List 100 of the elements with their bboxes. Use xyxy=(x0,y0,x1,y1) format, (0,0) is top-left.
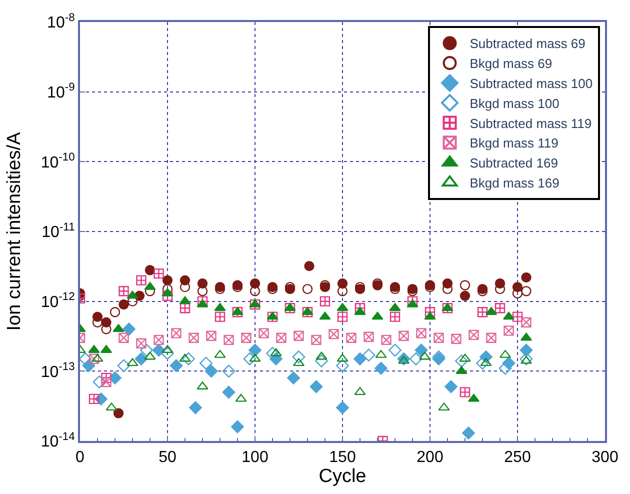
x-tick-label: 300 xyxy=(592,449,618,466)
point xyxy=(410,352,422,366)
point xyxy=(375,350,387,358)
point xyxy=(250,286,260,296)
point xyxy=(106,402,118,411)
point xyxy=(144,352,156,360)
point xyxy=(136,275,146,286)
point xyxy=(438,402,450,411)
point xyxy=(92,354,104,362)
point xyxy=(424,312,436,320)
point xyxy=(287,371,300,384)
point xyxy=(232,307,243,318)
point xyxy=(258,328,269,338)
point xyxy=(179,354,191,362)
point xyxy=(407,296,418,306)
legend-label: Subtracted mass 119 xyxy=(470,116,592,131)
point xyxy=(336,359,349,372)
point xyxy=(521,272,532,283)
point xyxy=(398,330,409,341)
point xyxy=(162,290,173,301)
point xyxy=(188,332,199,343)
point xyxy=(504,326,514,336)
point xyxy=(88,354,100,364)
point xyxy=(224,334,234,346)
y-tick-label: 10$^{-13}$ xyxy=(40,361,75,381)
point xyxy=(108,371,122,384)
point xyxy=(442,303,453,314)
point xyxy=(179,296,191,304)
point xyxy=(336,401,349,414)
y-axis-title: Ion current intensities/A xyxy=(4,132,26,331)
point xyxy=(189,401,202,414)
point xyxy=(374,362,388,375)
point xyxy=(512,312,523,322)
legend-label: Bkgd mass 100 xyxy=(470,96,560,111)
legend-label: Subtracted mass 69 xyxy=(470,36,586,52)
point xyxy=(310,380,323,394)
point xyxy=(459,354,471,362)
point xyxy=(126,358,138,366)
point xyxy=(80,352,92,366)
point xyxy=(424,307,436,318)
point xyxy=(182,352,195,366)
point xyxy=(170,359,183,372)
point xyxy=(468,330,479,340)
point xyxy=(101,324,112,334)
y-tick-label: 10$^{-9}$ xyxy=(47,82,75,102)
y-tick-label: 10$^{-8}$ xyxy=(47,12,75,32)
point xyxy=(416,328,426,338)
point xyxy=(241,332,252,343)
point xyxy=(122,322,136,336)
point xyxy=(248,344,262,357)
point xyxy=(92,376,106,388)
point xyxy=(231,420,244,434)
point xyxy=(354,303,366,314)
point xyxy=(494,303,506,314)
point xyxy=(136,338,146,348)
y-tick-label: 10$^{-11}$ xyxy=(42,221,75,242)
legend-label: Bkgd mass 69 xyxy=(470,56,552,72)
point xyxy=(118,299,129,310)
y-tick-label: 10$^{-12}$ xyxy=(40,291,75,311)
point xyxy=(460,280,470,290)
x-tick-label: 100 xyxy=(242,449,268,466)
point xyxy=(197,286,208,296)
point xyxy=(521,317,532,328)
point xyxy=(388,344,402,357)
point xyxy=(381,334,392,346)
point xyxy=(354,352,366,366)
point xyxy=(451,334,462,344)
point xyxy=(460,387,470,398)
point xyxy=(372,312,384,320)
point xyxy=(406,299,418,308)
x-tick-label: 50 xyxy=(158,449,176,466)
point xyxy=(462,426,475,440)
point xyxy=(113,408,124,418)
point xyxy=(249,299,261,308)
legend-label: Bkgd mass 169 xyxy=(470,176,560,191)
point xyxy=(110,307,120,318)
point xyxy=(161,346,174,360)
point xyxy=(140,344,153,357)
point xyxy=(162,284,173,294)
point xyxy=(144,282,156,290)
x-tick-label: 150 xyxy=(329,449,356,466)
point xyxy=(320,296,330,306)
point xyxy=(250,299,260,310)
point xyxy=(204,364,218,378)
point xyxy=(294,330,304,341)
legend-label: Bkgd mass 119 xyxy=(470,136,558,151)
point xyxy=(243,352,256,366)
point xyxy=(477,307,488,318)
point xyxy=(266,346,279,360)
point xyxy=(154,334,164,346)
point xyxy=(302,307,313,318)
point xyxy=(336,354,348,362)
point xyxy=(276,332,286,343)
point xyxy=(455,354,468,368)
point xyxy=(337,278,348,289)
point xyxy=(144,265,156,276)
point xyxy=(390,312,400,322)
point xyxy=(134,352,148,366)
point xyxy=(460,290,470,301)
point xyxy=(235,394,247,402)
